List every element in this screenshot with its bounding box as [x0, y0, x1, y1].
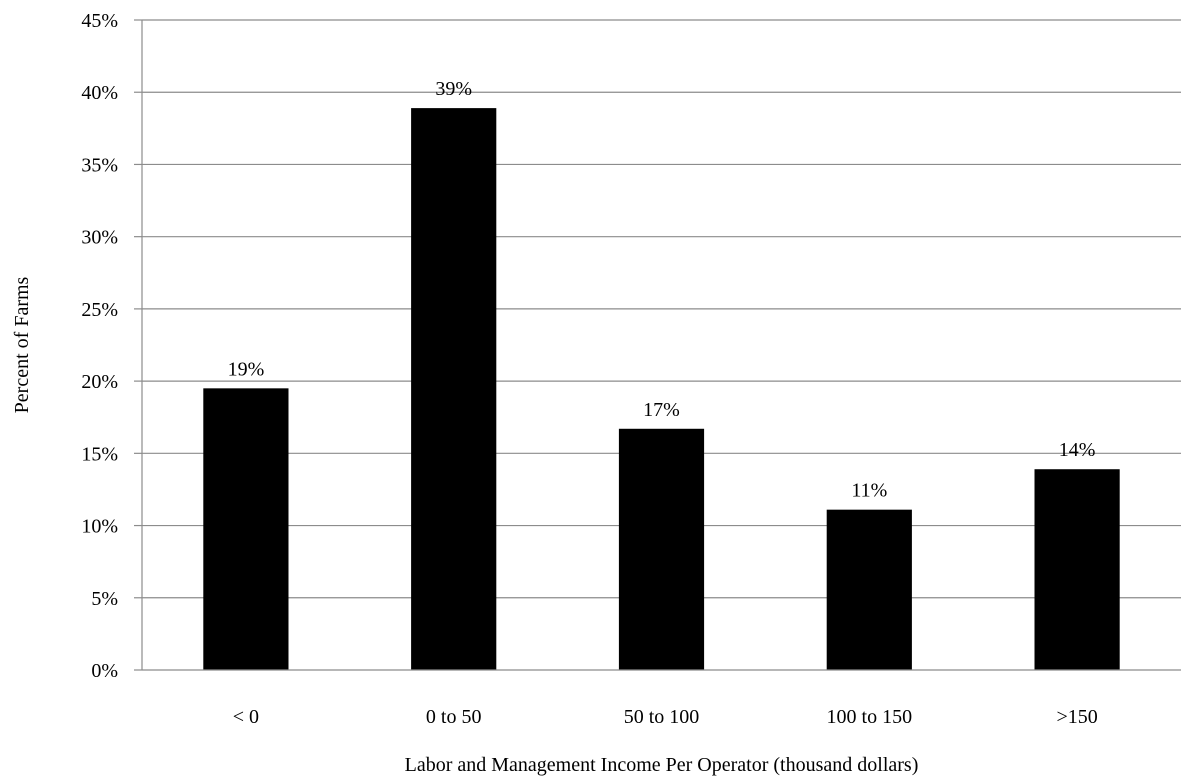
bar [411, 108, 497, 671]
data-label: 11% [851, 480, 887, 502]
x-tick-label: 0 to 50 [426, 706, 482, 728]
data-label: 19% [228, 358, 265, 380]
y-tick-label: 20% [81, 371, 118, 393]
bar [1034, 469, 1120, 670]
y-tick-label: 40% [81, 82, 118, 104]
bars [203, 108, 1120, 671]
x-axis-tick-labels: < 0 0 to 50 50 to 100 100 to 150 >150 [233, 706, 1098, 728]
y-tick-label: 25% [81, 299, 118, 321]
y-tick-label: 5% [91, 588, 118, 610]
x-tick-label: >150 [1056, 706, 1097, 728]
y-axis-title: Percent of Farms [11, 276, 33, 413]
bar [618, 428, 705, 670]
y-tick-label: 15% [81, 443, 118, 465]
bar [826, 509, 912, 670]
bar [203, 388, 289, 670]
x-tick-label: 100 to 150 [827, 706, 913, 728]
y-tick-label: 10% [81, 516, 118, 538]
x-tick-label: < 0 [233, 706, 259, 728]
data-label: 39% [435, 78, 472, 100]
data-label: 14% [1059, 439, 1096, 461]
y-axis-tick-labels: 0% 5% 10% 15% 20% 25% 30% 35% 40% 45% [81, 10, 118, 682]
y-tick-label: 30% [81, 227, 118, 249]
x-tick-label: 50 to 100 [624, 706, 700, 728]
y-tick-label: 0% [91, 660, 118, 682]
x-axis-title: Labor and Management Income Per Operator… [405, 754, 919, 776]
data-labels: 19% 39% 17% 11% 14% [228, 78, 1096, 502]
y-tick-label: 45% [81, 10, 118, 32]
data-label: 17% [643, 399, 680, 421]
y-tick-label: 35% [81, 154, 118, 176]
